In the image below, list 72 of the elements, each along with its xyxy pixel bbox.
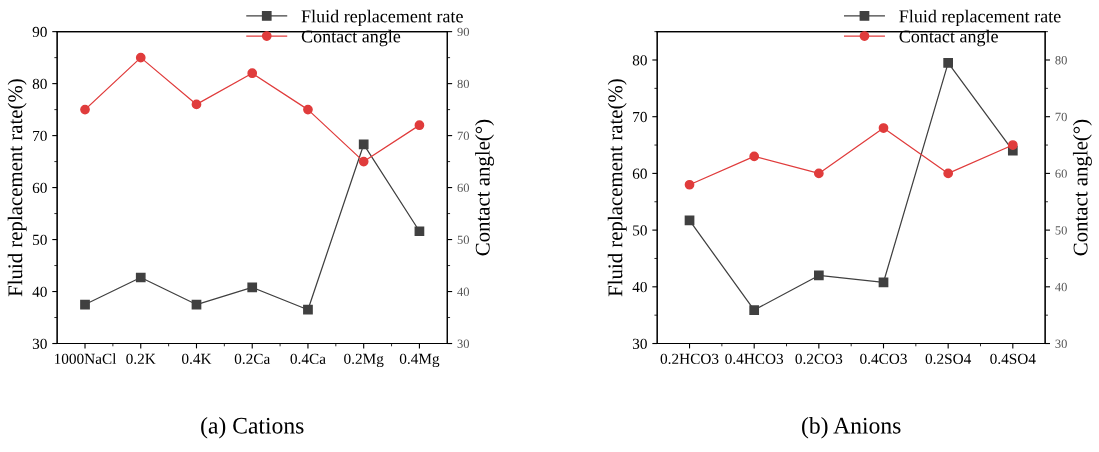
point — [358, 139, 369, 150]
point — [414, 226, 425, 237]
y2-tick-label: 40 — [457, 287, 470, 296]
y2-tick-label: 30 — [457, 339, 470, 348]
point — [135, 272, 146, 283]
x-tick-label: 0.2CO3 — [795, 353, 843, 365]
point — [303, 304, 313, 315]
point — [80, 299, 90, 310]
point — [303, 104, 313, 115]
x-tick-label: 0.4Ca — [290, 353, 326, 365]
y-tick-label: 40 — [632, 281, 647, 293]
y2-tick-label: 50 — [1055, 226, 1067, 235]
point — [247, 282, 258, 293]
point — [358, 156, 369, 167]
y-tick-label: 40 — [32, 286, 47, 297]
point — [80, 104, 90, 115]
y2-tick-label: 70 — [457, 131, 470, 141]
point — [878, 123, 889, 133]
y-axis-title: Fluid replacement rate(%) — [7, 79, 27, 297]
y-tick-label: 50 — [633, 225, 647, 236]
y2-tick-label: 80 — [1055, 56, 1067, 65]
point — [684, 179, 695, 190]
legend-label: Fluid replacement rate — [301, 9, 463, 27]
point — [943, 168, 954, 179]
y2-tick-label: 30 — [1055, 339, 1067, 348]
y-tick-label: 80 — [632, 55, 647, 66]
y-tick-label: 60 — [632, 168, 647, 179]
x-tick-label: 0.2K — [126, 353, 156, 365]
y2-axis-title: Contact angle(°) — [1072, 119, 1092, 256]
point — [749, 151, 760, 162]
legend-label: Fluid replacement rate — [899, 9, 1061, 27]
y-axis-title: Fluid replacement rate(%) — [607, 79, 627, 297]
x-tick-label: 0.2HCO3 — [660, 353, 719, 365]
x-tick-label: 1000NaCl — [54, 353, 117, 364]
point — [943, 57, 954, 68]
point — [749, 305, 760, 315]
y2-tick-label: 90 — [457, 27, 470, 37]
point — [813, 270, 824, 281]
point — [191, 99, 202, 110]
y2-tick-label: 60 — [1055, 169, 1067, 178]
x-tick-label: 0.4SO4 — [990, 353, 1036, 365]
x-tick-label: 0.4Mg — [399, 353, 440, 368]
x-tick-label: 0.4K — [182, 353, 212, 365]
y2-tick-label: 60 — [457, 183, 470, 193]
point — [135, 52, 146, 63]
y-tick-label: 90 — [32, 26, 47, 38]
y-tick-label: 70 — [633, 111, 647, 123]
y-tick-label: 80 — [32, 78, 47, 90]
point — [414, 120, 425, 131]
text: (b) Anions — [802, 417, 901, 439]
x-tick-label: 0.4HCO3 — [725, 353, 784, 365]
y2-tick-label: 70 — [1055, 112, 1067, 122]
y2-tick-label: 50 — [457, 235, 470, 245]
x-tick-label: 0.2SO4 — [925, 353, 972, 365]
point — [247, 68, 258, 79]
point — [1007, 140, 1018, 150]
point — [878, 277, 889, 288]
y-tick-label: 70 — [33, 130, 47, 142]
x-tick-label: 0.4CO3 — [860, 353, 907, 365]
text: (a) Cations — [201, 417, 304, 439]
y-tick-label: 30 — [32, 338, 47, 349]
y-tick-label: 50 — [33, 234, 47, 246]
x-tick-label: 0.2Mg — [344, 353, 384, 368]
y-tick-label: 60 — [32, 182, 47, 194]
y-tick-label: 30 — [632, 338, 647, 349]
y2-tick-label: 40 — [1055, 282, 1067, 292]
x-tick-label: 0.2Ca — [234, 353, 271, 365]
point — [813, 168, 824, 179]
y2-axis-title: Contact angle(°) — [475, 119, 495, 256]
legend-label: Contact angle — [899, 29, 998, 47]
y2-tick-label: 80 — [457, 79, 470, 89]
legend-label: Contact angle — [301, 29, 401, 47]
